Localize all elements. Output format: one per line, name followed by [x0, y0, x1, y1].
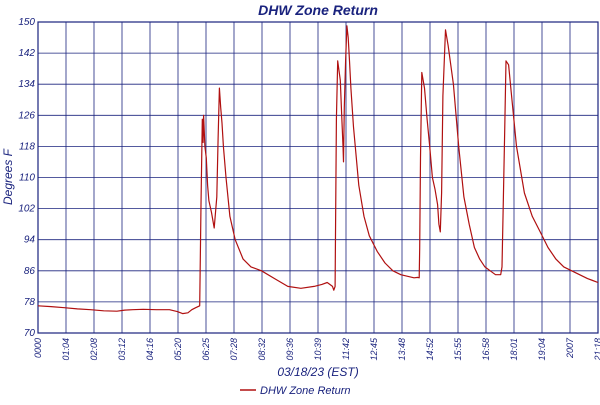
y-tick-label: 150 [18, 17, 35, 28]
series-layer [37, 25, 599, 315]
x-tick-label: 01:04 [61, 338, 71, 361]
x-tick-label: 09:36 [285, 338, 295, 361]
x-tick-labels: 0000 01:04 02:08 03:12 04:16 05:20 06:25 07:28 0… [33, 337, 600, 362]
x-tick-label: 2007 [565, 337, 575, 359]
x-tick-label: 12:45 [369, 337, 379, 361]
x-tick-label: 08:32 [257, 338, 267, 361]
legend-label: DHW Zone Return [260, 385, 350, 397]
y-tick-label: 126 [18, 110, 35, 121]
chart-title: DHW Zone Return [258, 2, 378, 18]
y-tick-label: 86 [24, 266, 36, 277]
x-tick-label: 19:04 [537, 338, 547, 361]
x-axis-label: 03/18/23 (EST) [277, 365, 358, 379]
x-tick-label: 0000 [33, 338, 43, 358]
x-tick-label: 04:16 [145, 338, 155, 361]
y-tick-label: 70 [24, 328, 36, 339]
x-tick-label: 02:08 [89, 338, 99, 361]
x-tick-label: 06:25 [201, 337, 211, 361]
legend: DHW Zone Return [240, 385, 350, 397]
y-tick-label: 118 [19, 141, 35, 152]
y-tick-label: 78 [24, 297, 36, 308]
y-tick-label: 142 [18, 48, 35, 59]
x-tick-label: 03:12 [117, 338, 127, 361]
x-tick-label: 13:48 [397, 338, 407, 361]
grid-layer [37, 21, 599, 334]
y-tick-label: 110 [19, 173, 35, 184]
x-tick-label: 15:55 [453, 337, 463, 361]
y-tick-label: 102 [18, 204, 35, 215]
x-tick-label: 14:52 [425, 338, 435, 361]
x-tick-label: 07:28 [229, 338, 239, 361]
series-line [37, 25, 599, 315]
x-tick-label: 05:20 [173, 338, 183, 361]
x-tick-label: 10:39 [313, 338, 323, 361]
x-tick-label: 21:18 [593, 338, 600, 362]
y-tick-label: 94 [24, 235, 36, 246]
y-tick-label: 134 [18, 79, 35, 90]
y-axis-label: Degrees F [1, 148, 15, 205]
x-tick-label: 11:42 [341, 338, 351, 360]
x-tick-label: 16:58 [481, 338, 491, 361]
y-tick-labels: 70 78 86 94 102 110 118 126 134 142 150 [18, 17, 35, 339]
x-tick-label: 18:01 [509, 338, 519, 361]
